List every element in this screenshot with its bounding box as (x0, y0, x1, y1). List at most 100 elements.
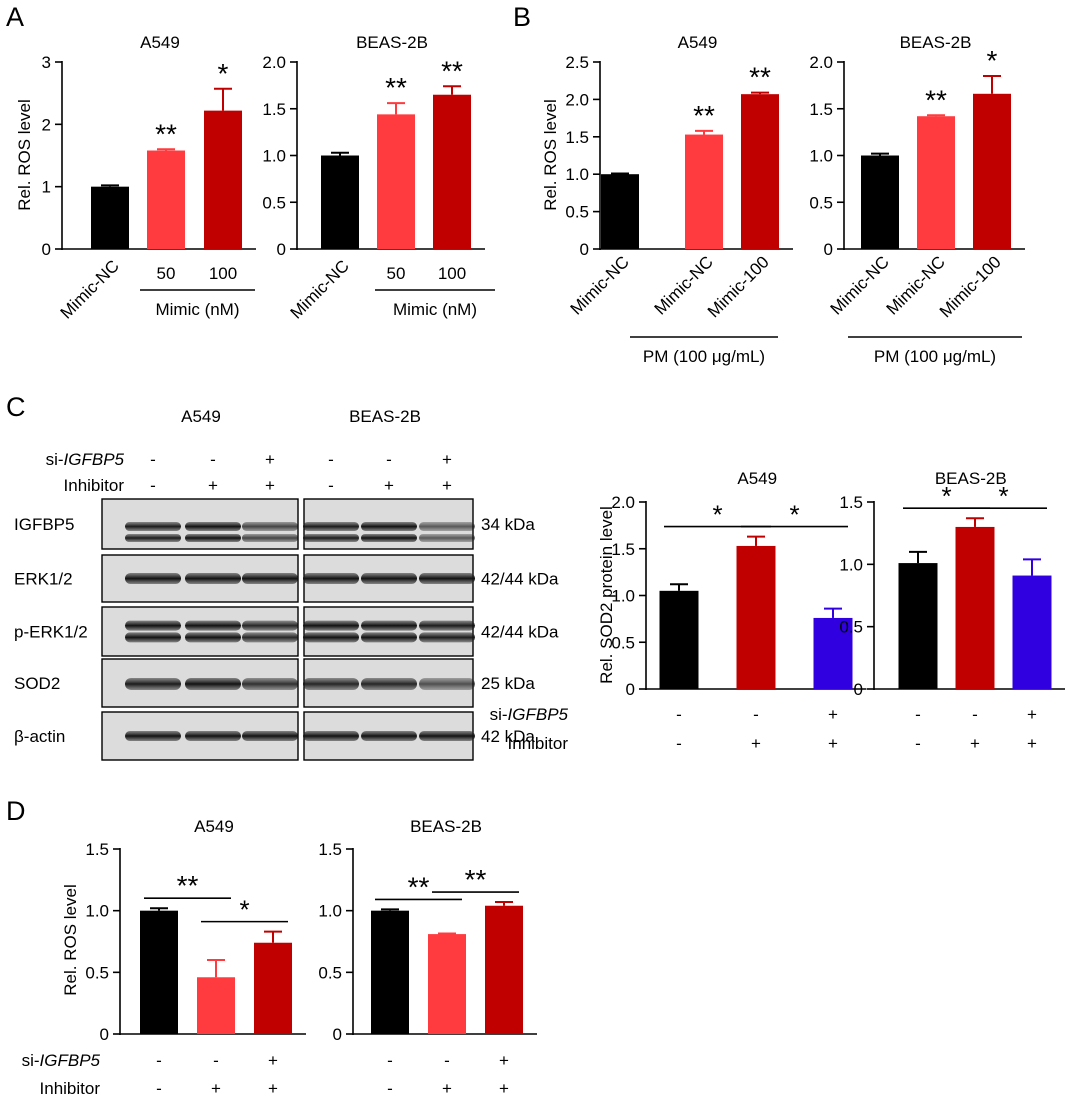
significance-marker: * (987, 45, 998, 76)
condition-row-label: Inhibitor (508, 734, 569, 753)
blot-condition-sign: - (386, 450, 392, 469)
condition-sign: + (828, 734, 838, 753)
y-axis-label: Rel. ROS level (15, 99, 34, 210)
blot-band (125, 620, 181, 631)
blot-band (419, 573, 475, 584)
x-category-label: 100 (438, 264, 466, 283)
y-tick-label: 2.0 (611, 493, 635, 512)
bar (601, 174, 639, 249)
blot-condition-sign: - (150, 450, 156, 469)
y-tick-label: 1.5 (809, 100, 833, 119)
y-tick-label: 1.5 (839, 493, 863, 512)
blot-size-label: 25 kDa (481, 674, 535, 693)
y-tick-label: 0 (100, 1025, 109, 1044)
blot-band (361, 573, 417, 584)
condition-sign: + (442, 1079, 452, 1098)
y-tick-label: 0.5 (85, 963, 109, 982)
condition-sign: - (156, 1079, 162, 1098)
blot-band (242, 522, 298, 531)
x-category-label: Mimic-NC (827, 252, 893, 318)
significance-marker: ** (925, 84, 947, 115)
y-tick-label: 2.0 (809, 53, 833, 72)
significance-marker: ** (749, 62, 771, 93)
x-category-label: 50 (157, 264, 176, 283)
blot-condition-sign: + (208, 476, 218, 495)
y-tick-label: 1.0 (611, 587, 635, 606)
blot-band (361, 632, 417, 643)
y-tick-label: 3 (42, 53, 51, 72)
condition-sign: - (387, 1051, 393, 1070)
chart-d-beas2b: BEAS-2B 0 0.5 1.0 1.5 ** ** - - + - + + (318, 817, 537, 1098)
y-tick-label: 1.0 (565, 165, 589, 184)
y-axis-label: Rel. SOD2 protein level (597, 506, 616, 684)
bar (917, 116, 955, 249)
bar (433, 94, 471, 249)
panel-letter-b: B (513, 2, 531, 32)
significance-marker: ** (385, 72, 407, 103)
chart-title: A549 (737, 469, 777, 488)
x-category-label: Mimic-100 (936, 252, 1005, 321)
group-bracket-label: Mimic (nM) (393, 300, 477, 319)
blot-protein-label: β-actin (14, 727, 65, 746)
y-tick-label: 0 (824, 240, 833, 259)
condition-sign: - (676, 734, 682, 753)
blot-band (125, 731, 181, 741)
blot-band (361, 620, 417, 631)
blot-band (242, 632, 298, 643)
condition-sign: - (213, 1051, 219, 1070)
bar (485, 905, 523, 1034)
blot-condition-sign: - (150, 476, 156, 495)
y-tick-label: 0.5 (839, 618, 863, 637)
y-tick-label: 0 (626, 680, 635, 699)
blot-band (125, 573, 181, 584)
condition-sign: - (444, 1051, 450, 1070)
chart-title: A549 (678, 33, 718, 52)
y-tick-label: 1.0 (318, 902, 342, 921)
blot-band (125, 522, 181, 531)
y-tick-label: 1.0 (839, 555, 863, 574)
bar (736, 545, 776, 689)
comparison-marker: * (239, 895, 249, 925)
condition-sign: - (387, 1079, 393, 1098)
bar (861, 155, 899, 249)
blot-band (125, 534, 181, 542)
comparison-marker: * (712, 500, 722, 530)
condition-sign: + (751, 734, 761, 753)
group-bracket-label: PM (100 μg/mL) (643, 347, 765, 366)
blot-band (185, 620, 241, 631)
y-tick-label: 2.0 (565, 90, 589, 109)
y-tick-label: 1.5 (611, 540, 635, 559)
blot-cell-title: BEAS-2B (349, 407, 421, 426)
condition-sign: - (915, 705, 921, 724)
chart-title: BEAS-2B (935, 469, 1007, 488)
blot-band (242, 677, 298, 690)
blot-band (303, 632, 359, 643)
comparison-marker: ** (465, 864, 487, 895)
condition-sign: - (915, 734, 921, 753)
blot-band (185, 677, 241, 690)
condition-sign: - (676, 705, 682, 724)
y-tick-label: 0.5 (318, 963, 342, 982)
chart-title: A549 (194, 817, 234, 836)
condition-sign: + (499, 1051, 509, 1070)
y-tick-label: 0 (854, 680, 863, 699)
western-blot-panel: A549 BEAS-2B si-IGFBP5 - - + - - + Inhibitor - + + - +… (14, 407, 559, 761)
condition-row-label: Inhibitor (40, 1079, 101, 1098)
bar (428, 934, 466, 1034)
bar (741, 94, 779, 249)
blot-band (419, 677, 475, 690)
blot-band (303, 573, 359, 584)
y-tick-label: 0 (277, 240, 286, 259)
bar (371, 910, 409, 1034)
significance-marker: ** (155, 118, 177, 149)
blot-size-label: 42 kDa (481, 727, 535, 746)
condition-sign: + (499, 1079, 509, 1098)
y-tick-label: 1.0 (809, 147, 833, 166)
comparison-marker: ** (177, 870, 199, 901)
blot-band (361, 731, 417, 741)
blot-band (361, 522, 417, 531)
group-bracket-label: Mimic (nM) (155, 300, 239, 319)
condition-sign: + (1027, 705, 1037, 724)
blot-band (303, 534, 359, 542)
